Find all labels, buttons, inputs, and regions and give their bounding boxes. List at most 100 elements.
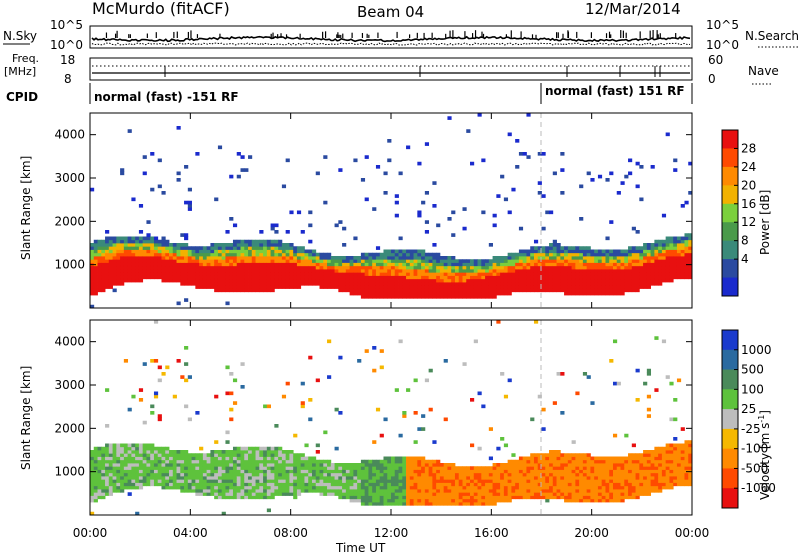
heatmap-cell bbox=[582, 285, 588, 289]
heatmap-cell bbox=[541, 265, 546, 270]
heatmap-cell bbox=[631, 463, 636, 467]
heatmap-cell bbox=[357, 265, 362, 270]
heatmap-cell bbox=[673, 269, 678, 273]
heatmap-cell bbox=[639, 492, 644, 496]
heatmap-cell bbox=[503, 476, 509, 480]
heatmap-cell bbox=[507, 132, 512, 137]
heatmap-cell bbox=[571, 463, 576, 467]
heatmap-cell bbox=[549, 275, 554, 280]
heatmap-cell bbox=[248, 249, 253, 254]
heatmap-cell bbox=[594, 269, 599, 273]
heatmap-cell bbox=[533, 265, 539, 270]
heatmap-cell bbox=[628, 288, 633, 293]
heatmap-cell bbox=[515, 278, 520, 283]
heatmap-cell bbox=[342, 472, 347, 477]
heatmap-cell bbox=[327, 285, 332, 289]
heatmap-cell bbox=[601, 272, 606, 276]
heatmap-cell bbox=[375, 476, 381, 480]
heatmap-cell bbox=[289, 469, 294, 474]
heatmap-cell bbox=[612, 275, 618, 280]
heatmap-cell bbox=[549, 472, 554, 477]
heatmap-cell bbox=[406, 498, 411, 503]
heatmap-cell bbox=[387, 291, 392, 296]
heatmap-cell bbox=[658, 489, 663, 493]
heatmap-cell bbox=[526, 479, 531, 483]
heatmap-cell bbox=[266, 288, 271, 293]
heatmap-cell bbox=[579, 285, 584, 289]
heatmap-cell bbox=[236, 476, 241, 480]
heatmap-cell bbox=[232, 495, 238, 500]
heatmap-cell bbox=[496, 272, 501, 276]
heatmap-cell bbox=[391, 272, 396, 276]
heatmap-cell bbox=[432, 282, 437, 286]
heatmap-cell bbox=[330, 275, 335, 280]
heatmap-cell bbox=[116, 252, 121, 257]
heatmap-cell bbox=[646, 485, 652, 490]
y-tick-label: 2000 bbox=[54, 421, 85, 435]
heatmap-cell bbox=[281, 262, 287, 267]
heatmap-cell bbox=[575, 479, 580, 483]
heatmap-cell bbox=[605, 262, 610, 267]
heatmap-cell bbox=[601, 476, 606, 480]
heatmap-cell bbox=[661, 456, 667, 461]
heatmap-cell bbox=[594, 498, 599, 503]
heatmap-cell bbox=[643, 456, 648, 461]
heatmap-cell bbox=[500, 272, 505, 276]
heatmap-cell bbox=[462, 489, 467, 493]
heatmap-cell bbox=[635, 184, 640, 189]
heatmap-cell bbox=[206, 492, 211, 496]
heatmap-cell bbox=[515, 262, 520, 267]
heatmap-cell bbox=[334, 463, 339, 467]
heatmap-cell bbox=[357, 498, 362, 503]
heatmap-cell bbox=[417, 482, 422, 487]
heatmap-cell bbox=[375, 495, 381, 500]
heatmap-cell bbox=[571, 472, 576, 477]
heatmap-cell bbox=[421, 469, 426, 474]
x-tick-label: 12:00 bbox=[374, 526, 409, 540]
heatmap-cell bbox=[172, 479, 177, 483]
heatmap-cell bbox=[330, 476, 335, 480]
heatmap-cell bbox=[549, 479, 554, 483]
heatmap-cell bbox=[202, 492, 208, 496]
heatmap-cell bbox=[530, 476, 535, 480]
heatmap-cell bbox=[413, 249, 418, 254]
heatmap-cell bbox=[127, 476, 132, 480]
heatmap-cell bbox=[270, 223, 275, 228]
heatmap-cell bbox=[259, 476, 264, 480]
heatmap-cell bbox=[221, 459, 226, 464]
heatmap-cell bbox=[432, 204, 437, 208]
colorbar-swatch bbox=[722, 259, 738, 279]
heatmap-cell bbox=[564, 479, 569, 483]
heatmap-cell bbox=[270, 262, 275, 267]
heatmap-cell bbox=[93, 453, 98, 457]
heatmap-cell bbox=[402, 265, 407, 270]
heatmap-cell bbox=[150, 479, 155, 483]
heatmap-cell bbox=[443, 285, 448, 289]
heatmap-cell bbox=[157, 463, 162, 467]
heatmap-cell bbox=[379, 485, 384, 490]
heatmap-cell bbox=[417, 252, 422, 257]
colorbar-tick-label: -25 bbox=[741, 422, 761, 436]
heatmap-cell bbox=[116, 485, 121, 490]
heatmap-cell bbox=[364, 278, 369, 283]
heatmap-cell bbox=[255, 492, 260, 496]
heatmap-cell bbox=[466, 288, 471, 293]
heatmap-cell bbox=[684, 239, 689, 244]
heatmap-cell bbox=[232, 249, 238, 254]
heatmap-cell bbox=[217, 479, 223, 483]
heatmap-cell bbox=[597, 498, 603, 503]
heatmap-cell bbox=[255, 243, 260, 247]
heatmap-cell bbox=[199, 472, 204, 477]
heatmap-cell bbox=[533, 278, 539, 283]
heatmap-cell bbox=[97, 459, 102, 464]
heatmap-cell bbox=[503, 285, 509, 289]
heatmap-cell bbox=[187, 469, 192, 474]
heatmap-cell bbox=[323, 482, 328, 487]
heatmap-cell bbox=[112, 259, 117, 263]
heatmap-cell bbox=[135, 246, 140, 250]
heatmap-cell bbox=[338, 492, 343, 496]
heatmap-cell bbox=[105, 282, 110, 286]
heatmap-cell bbox=[101, 239, 106, 244]
heatmap-cell bbox=[507, 282, 512, 286]
heatmap-cell bbox=[221, 259, 226, 263]
